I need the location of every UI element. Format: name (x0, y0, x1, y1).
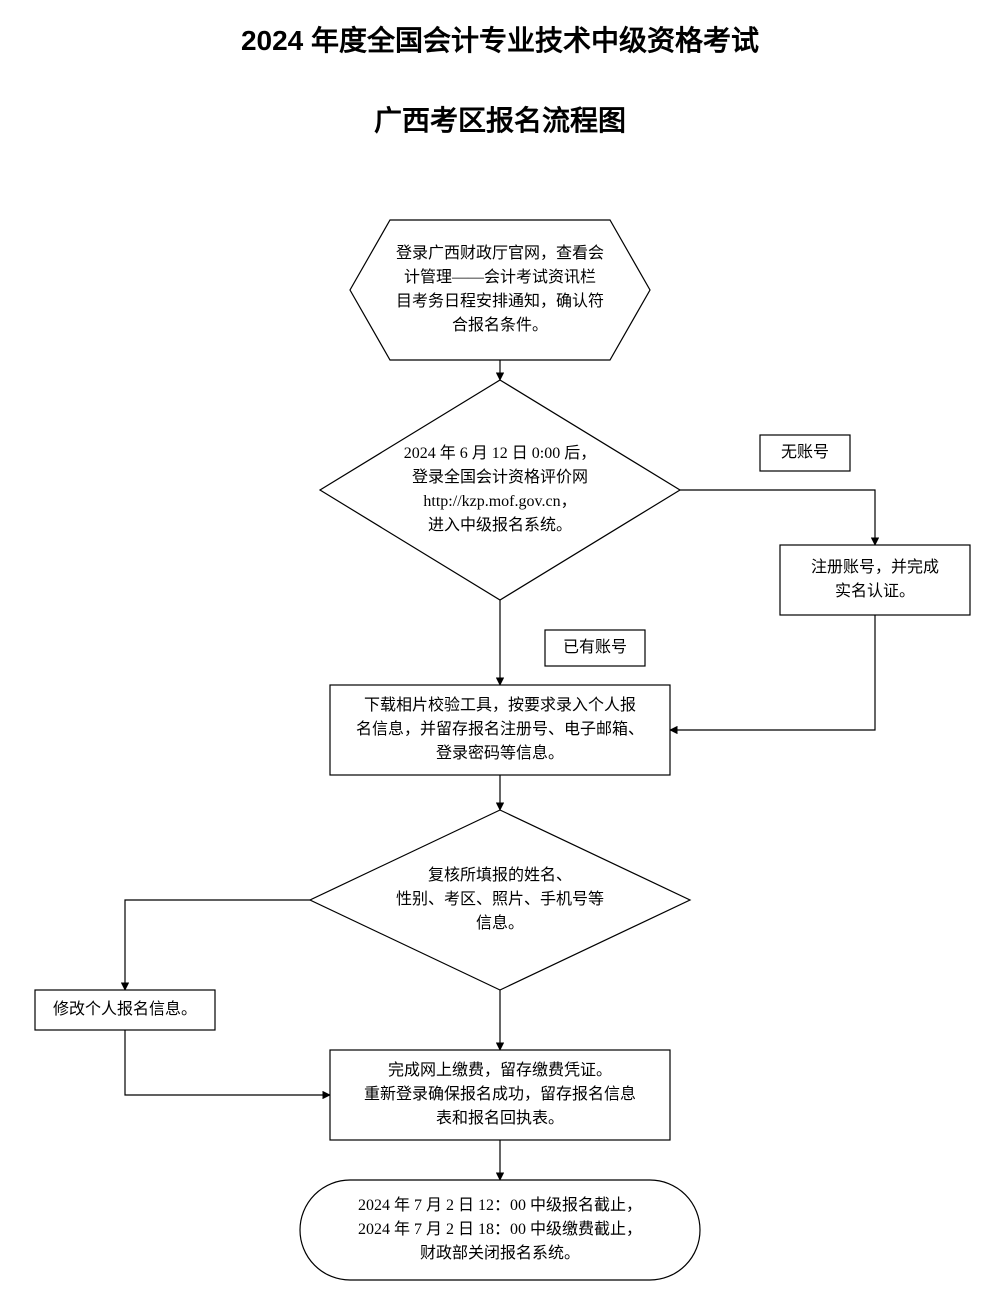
downloadBox-line2: 登录密码等信息。 (436, 744, 564, 762)
downloadBox-line1: 名信息，并留存报名注册号、电子邮箱、 (356, 720, 644, 738)
loginDiamond-line2: http://kzp.mof.gov.cn， (423, 493, 576, 510)
reviewDiamond-line1: 性别、考区、照片、手机号等 (396, 890, 604, 908)
downloadBox-line0: 下载相片校验工具，按要求录入个人报 (364, 696, 636, 714)
startHex (350, 220, 650, 360)
startHex-line3: 合报名条件。 (452, 316, 548, 334)
noAccountLabel-line0: 无账号 (781, 443, 829, 461)
paymentBox-line2: 表和报名回执表。 (436, 1109, 564, 1127)
reviewDiamond-line0: 复核所填报的姓名、 (428, 866, 572, 884)
registerBox-line0: 注册账号，并完成 (811, 558, 939, 576)
startHex-line1: 计管理——会计考试资讯栏 (404, 268, 596, 286)
startHex-line0: 登录广西财政厅官网，查看会 (396, 244, 604, 262)
terminator-line2: 财政部关闭报名系统。 (420, 1244, 580, 1262)
terminator-line0: 2024 年 7 月 2 日 12：00 中级报名截止， (358, 1196, 642, 1214)
startHex-line2: 目考务日程安排通知，确认符 (396, 292, 604, 310)
title-line1: 2024 年度全国会计专业技术中级资格考试 (241, 24, 759, 56)
modifyBox-line0: 修改个人报名信息。 (53, 1000, 197, 1018)
registerBox (780, 545, 970, 615)
reviewDiamond-line2: 信息。 (476, 914, 524, 932)
loginDiamond-line0: 2024 年 6 月 12 日 0:00 后， (404, 444, 596, 462)
terminator-line1: 2024 年 7 月 2 日 18：00 中级缴费截止， (358, 1220, 642, 1238)
paymentBox-line1: 重新登录确保报名成功，留存报名信息 (364, 1085, 636, 1103)
hasAccountLabel-line0: 已有账号 (563, 638, 627, 656)
loginDiamond-line3: 进入中级报名系统。 (428, 516, 572, 534)
paymentBox-line0: 完成网上缴费，留存缴费凭证。 (388, 1061, 612, 1079)
registerBox-line1: 实名认证。 (835, 582, 915, 600)
loginDiamond-line1: 登录全国会计资格评价网 (412, 468, 588, 486)
title-line2: 广西考区报名流程图 (374, 105, 626, 136)
